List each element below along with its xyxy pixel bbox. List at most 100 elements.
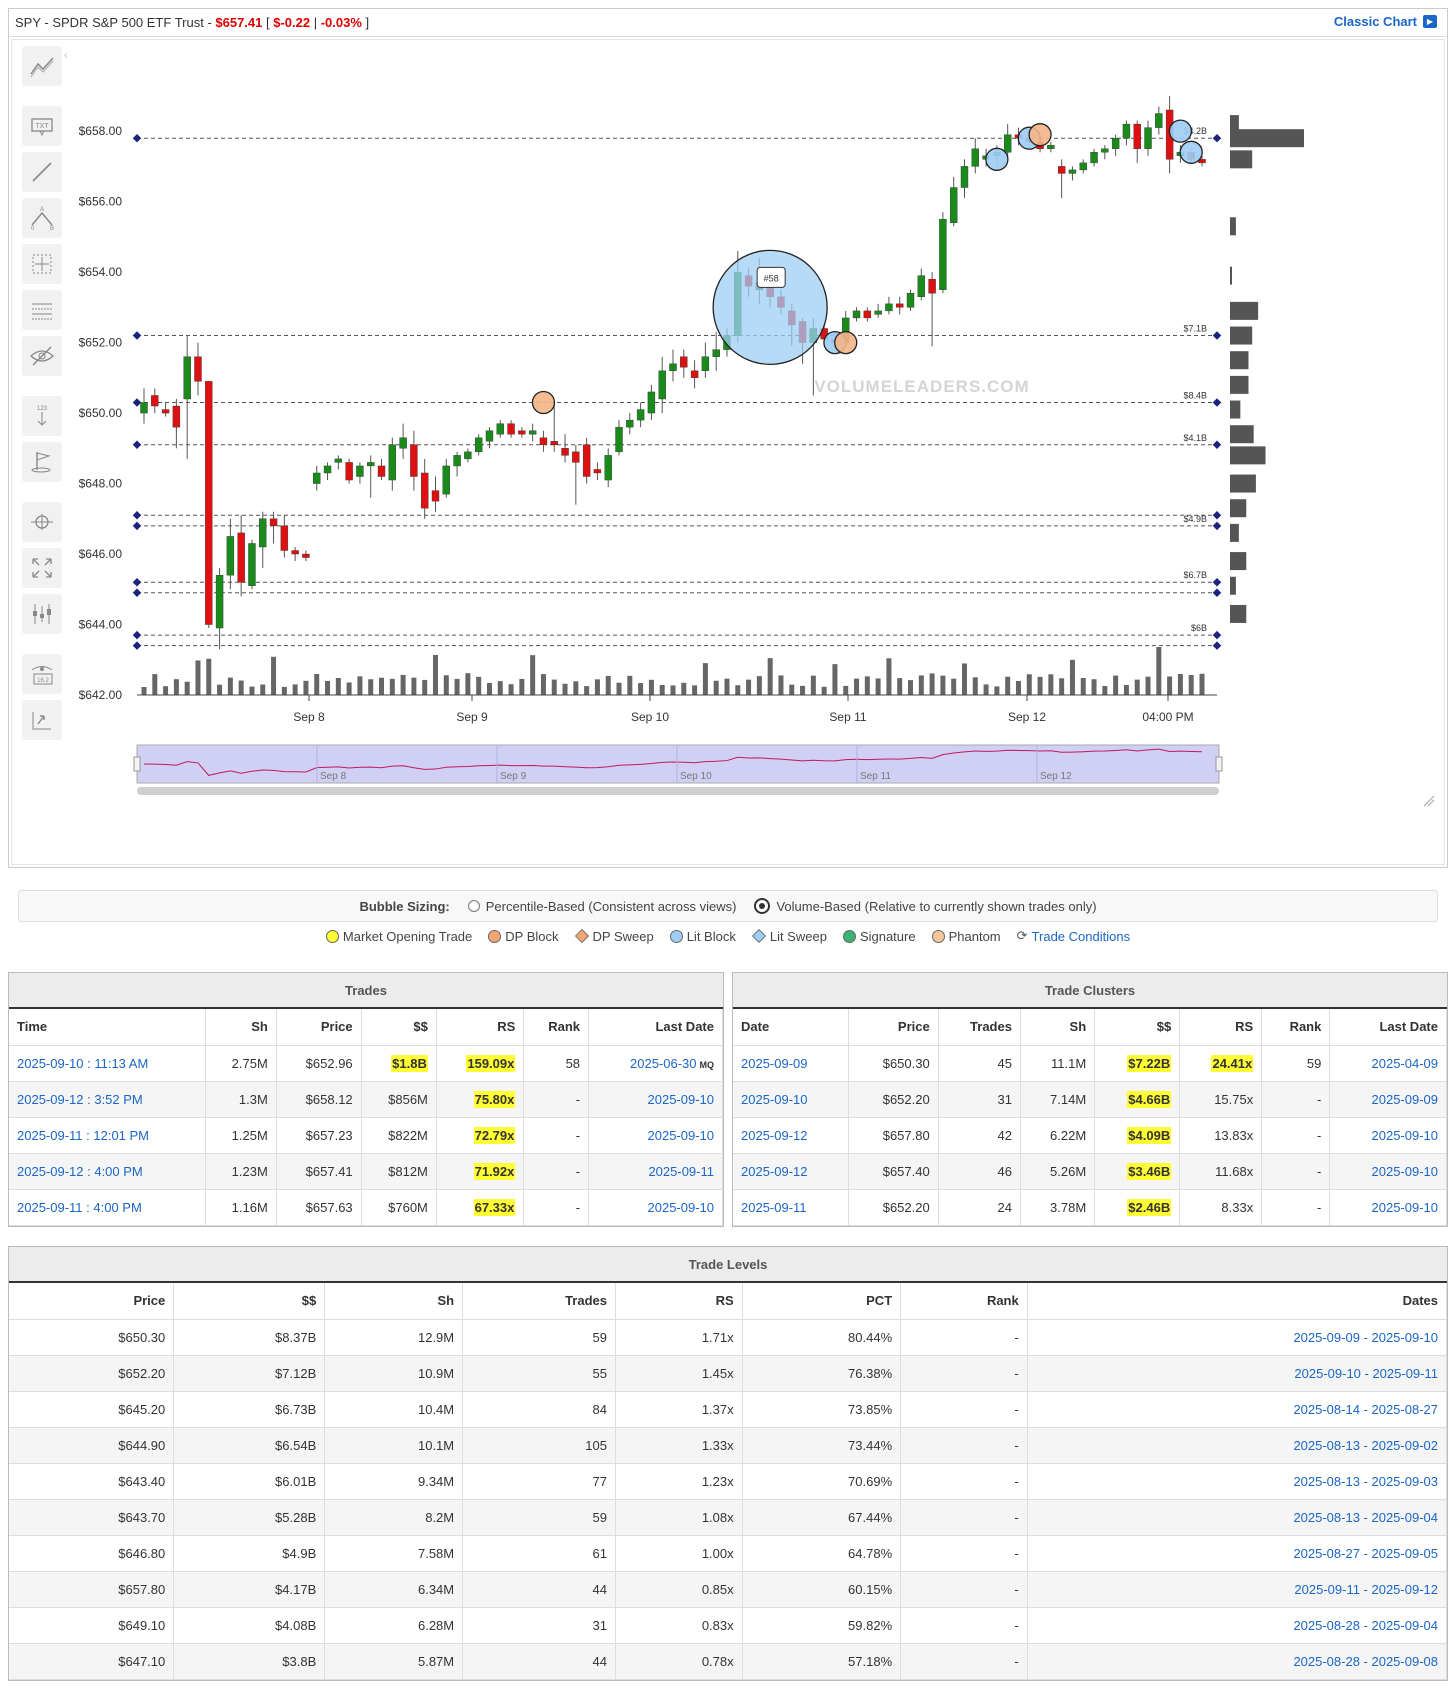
level-dates[interactable]: 2025-08-13 - 2025-09-04	[1027, 1499, 1448, 1536]
column-header-rank[interactable]: Rank	[1261, 1009, 1331, 1046]
indicators-icon[interactable]	[22, 594, 62, 634]
cluster-last-date-link[interactable]: 2025-04-09	[1371, 1055, 1439, 1071]
column-header-pct[interactable]: PCT	[742, 1283, 902, 1320]
trade-time-link[interactable]: 2025-09-12 : 4:00 PM	[17, 1163, 143, 1179]
column-header-date[interactable]: Date	[733, 1009, 850, 1046]
visibility-icon[interactable]: 16.2	[22, 654, 62, 694]
trade-time-link[interactable]: 2025-09-11 : 12:01 PM	[17, 1127, 150, 1143]
cluster-last-date-link[interactable]: 2025-09-10	[1371, 1199, 1439, 1215]
trade-time-link[interactable]: 2025-09-11 : 4:00 PM	[17, 1199, 142, 1215]
price-chart[interactable]: $658.00 $656.00 $654.00 $652.00 $650.00 $648.…	[12, 40, 1442, 860]
lit-block-bubble[interactable]	[712, 249, 828, 365]
flag-icon[interactable]	[22, 442, 62, 482]
column-header-price[interactable]: Price	[848, 1009, 939, 1046]
level-dates[interactable]: 2025-08-28 - 2025-09-08	[1027, 1643, 1448, 1680]
cluster-date[interactable]: 2025-09-12	[733, 1153, 850, 1190]
trade-last-date-link[interactable]: 2025-09-10	[647, 1127, 715, 1143]
cluster-last-date[interactable]: 2025-09-09	[1329, 1081, 1447, 1118]
level-dates[interactable]: 2025-08-27 - 2025-09-05	[1027, 1535, 1448, 1572]
column-header-[interactable]: $$	[361, 1009, 437, 1046]
column-header-last-date[interactable]: Last Date	[1329, 1009, 1447, 1046]
cluster-date-link[interactable]: 2025-09-11	[741, 1199, 807, 1215]
column-header-last-date[interactable]: Last Date	[588, 1009, 723, 1046]
resize-handle-icon[interactable]	[1423, 795, 1435, 807]
level-dates-link[interactable]: 2025-08-28 - 2025-09-04	[1293, 1617, 1438, 1633]
level-dates[interactable]: 2025-08-14 - 2025-08-27	[1027, 1391, 1448, 1428]
trade-time[interactable]: 2025-09-12 : 4:00 PM	[9, 1153, 207, 1190]
scrollbar[interactable]	[137, 787, 1219, 795]
cluster-date[interactable]: 2025-09-09	[733, 1045, 850, 1082]
trade-last-date-link[interactable]: 2025-09-10	[647, 1199, 715, 1215]
column-header-sh[interactable]: Sh	[324, 1283, 464, 1320]
counter-icon[interactable]: 123	[22, 396, 62, 436]
level-dates[interactable]: 2025-08-13 - 2025-09-03	[1027, 1463, 1448, 1500]
trade-time[interactable]: 2025-09-11 : 4:00 PM	[9, 1189, 207, 1226]
trade-time[interactable]: 2025-09-11 : 12:01 PM	[9, 1117, 207, 1154]
level-dates[interactable]: 2025-08-28 - 2025-09-04	[1027, 1607, 1448, 1644]
collapse-toolbar-icon[interactable]: ‹	[64, 50, 67, 61]
column-header-trades[interactable]: Trades	[462, 1283, 616, 1320]
cluster-date[interactable]: 2025-09-10	[733, 1081, 850, 1118]
level-dates-link[interactable]: 2025-08-27 - 2025-09-05	[1293, 1545, 1438, 1561]
level-dates-link[interactable]: 2025-09-09 - 2025-09-10	[1293, 1329, 1438, 1345]
dp-sweep-bubble[interactable]	[1028, 123, 1052, 147]
trade-last-date[interactable]: 2025-09-10	[588, 1117, 723, 1154]
trade-last-date-link[interactable]: 2025-09-11	[648, 1163, 714, 1179]
lines-icon[interactable]	[22, 290, 62, 330]
percentile-based-radio[interactable]: Percentile-Based (Consistent across view…	[467, 899, 736, 914]
lit-block-bubble[interactable]	[1179, 140, 1203, 164]
trade-last-date-link[interactable]: 2025-09-10	[647, 1091, 715, 1107]
cluster-last-date[interactable]: 2025-09-10	[1329, 1117, 1447, 1154]
lit-block-bubble[interactable]	[1168, 119, 1193, 143]
level-dates-link[interactable]: 2025-09-10 - 2025-09-11	[1294, 1365, 1438, 1381]
classic-chart-link[interactable]: Classic Chart ▶	[1334, 14, 1437, 29]
level-dates[interactable]: 2025-09-11 - 2025-09-12	[1027, 1571, 1448, 1608]
column-header-rs[interactable]: RS	[1179, 1009, 1263, 1046]
cluster-date-link[interactable]: 2025-09-10	[741, 1091, 808, 1107]
cluster-date[interactable]: 2025-09-12	[733, 1117, 850, 1154]
cluster-last-date[interactable]: 2025-09-10	[1329, 1153, 1447, 1190]
column-header-[interactable]: $$	[173, 1283, 326, 1320]
column-header-[interactable]: $$	[1094, 1009, 1181, 1046]
trade-time[interactable]: 2025-09-10 : 11:13 AM	[9, 1045, 207, 1082]
level-dates-link[interactable]: 2025-08-28 - 2025-09-08	[1293, 1653, 1438, 1669]
legend-trade-conditions[interactable]: ⟳ Trade Conditions	[1017, 928, 1130, 944]
cluster-last-date-link[interactable]: 2025-09-09	[1371, 1091, 1439, 1107]
column-header-sh[interactable]: Sh	[205, 1009, 277, 1046]
trade-last-date[interactable]: 2025-09-10	[588, 1189, 723, 1226]
cluster-last-date[interactable]: 2025-04-09	[1329, 1045, 1447, 1082]
column-header-trades[interactable]: Trades	[938, 1009, 1021, 1046]
trend-lines-icon[interactable]	[22, 46, 62, 86]
level-dates-link[interactable]: 2025-09-11 - 2025-09-12	[1294, 1581, 1438, 1597]
trade-last-date-link[interactable]: 2025-06-30	[630, 1055, 697, 1071]
cluster-last-date-link[interactable]: 2025-09-10	[1371, 1163, 1439, 1179]
level-dates-link[interactable]: 2025-08-13 - 2025-09-04	[1293, 1509, 1438, 1525]
text-icon[interactable]: TXT	[22, 106, 62, 146]
volume-based-radio[interactable]: Volume-Based (Relative to currently show…	[754, 898, 1097, 914]
column-header-rank[interactable]: Rank	[523, 1009, 590, 1046]
level-dates[interactable]: 2025-09-09 - 2025-09-10	[1027, 1319, 1448, 1356]
cluster-last-date[interactable]: 2025-09-10	[1329, 1189, 1447, 1226]
hide-icon[interactable]	[22, 336, 62, 376]
level-dates-link[interactable]: 2025-08-13 - 2025-09-02	[1293, 1437, 1438, 1453]
zoom-pan-icon[interactable]	[22, 502, 62, 542]
level-dates-link[interactable]: 2025-08-14 - 2025-08-27	[1293, 1401, 1438, 1417]
column-header-dates[interactable]: Dates	[1027, 1283, 1448, 1320]
angle-icon[interactable]: 0 A B	[22, 198, 62, 238]
trade-last-date[interactable]: 2025-09-10	[588, 1081, 723, 1118]
column-header-sh[interactable]: Sh	[1020, 1009, 1096, 1046]
column-header-rs[interactable]: RS	[436, 1009, 525, 1046]
column-header-time[interactable]: Time	[9, 1009, 207, 1046]
level-dates-link[interactable]: 2025-08-13 - 2025-09-03	[1293, 1473, 1438, 1489]
column-header-rank[interactable]: Rank	[900, 1283, 1028, 1320]
dp-sweep-bubble[interactable]	[834, 330, 858, 355]
trade-last-date[interactable]: 2025-06-30 MQ	[588, 1045, 723, 1082]
cluster-date[interactable]: 2025-09-11	[733, 1189, 850, 1226]
level-dates[interactable]: 2025-09-10 - 2025-09-11	[1027, 1355, 1448, 1392]
level-dates[interactable]: 2025-08-13 - 2025-09-02	[1027, 1427, 1448, 1464]
lit-block-bubble[interactable]	[985, 147, 1009, 171]
line-icon[interactable]	[22, 152, 62, 192]
column-header-price[interactable]: Price	[276, 1009, 362, 1046]
dp-sweep-bubble[interactable]	[531, 390, 556, 415]
trade-time-link[interactable]: 2025-09-12 : 3:52 PM	[17, 1091, 143, 1107]
